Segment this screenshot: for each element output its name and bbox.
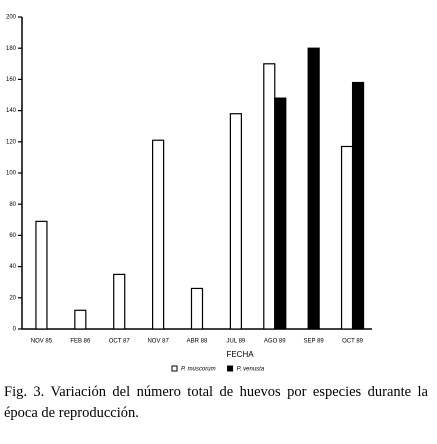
y-tick-label: 60	[9, 233, 16, 239]
x-tick-label: AGO 89	[264, 339, 286, 345]
caption: Fig. 3. Variación del número total de hu…	[4, 384, 428, 421]
y-tick-label: 120	[6, 139, 17, 145]
bar	[274, 97, 287, 330]
x-tick-label: ABR 88	[187, 339, 208, 345]
y-tick-label: 160	[6, 77, 17, 83]
bar	[152, 139, 165, 330]
legend-label: P. venusta	[237, 367, 265, 373]
y-tick-label: 200	[6, 15, 17, 21]
bar	[190, 287, 204, 330]
y-tick-label: 20	[9, 295, 16, 301]
legend-label: P. muscorum	[181, 367, 216, 373]
bar	[229, 113, 242, 330]
bar	[340, 145, 354, 330]
bar	[35, 220, 48, 330]
x-tick-label: SEP 89	[304, 339, 325, 345]
y-tick-label: 180	[6, 46, 17, 52]
y-tick-label: 40	[9, 264, 16, 270]
x-tick-label: OCT 89	[342, 339, 364, 345]
bar	[113, 273, 126, 330]
x-tick-label: JUL 89	[226, 339, 245, 345]
bar	[74, 309, 87, 330]
x-tick-label: NOV 85	[31, 339, 53, 345]
bar	[351, 81, 365, 330]
legend-swatch	[227, 365, 234, 372]
x-tick-label: NOV 87	[147, 339, 169, 345]
bar	[263, 63, 276, 330]
y-tick-label: 100	[6, 171, 17, 177]
x-axis-label: FECHA	[226, 350, 254, 359]
y-tick-label: 80	[9, 202, 16, 208]
y-tick-label: 0	[13, 327, 17, 333]
legend-swatch	[171, 365, 178, 372]
x-tick-label: OCT 87	[109, 339, 131, 345]
y-tick-label: 140	[6, 108, 17, 114]
chart: FECHA 0 20 40 60 80 100 120 140 160 180 200 NOV 85 F…	[6, 15, 372, 373]
bar	[307, 47, 320, 330]
x-tick-label: FEB 86	[70, 339, 91, 345]
